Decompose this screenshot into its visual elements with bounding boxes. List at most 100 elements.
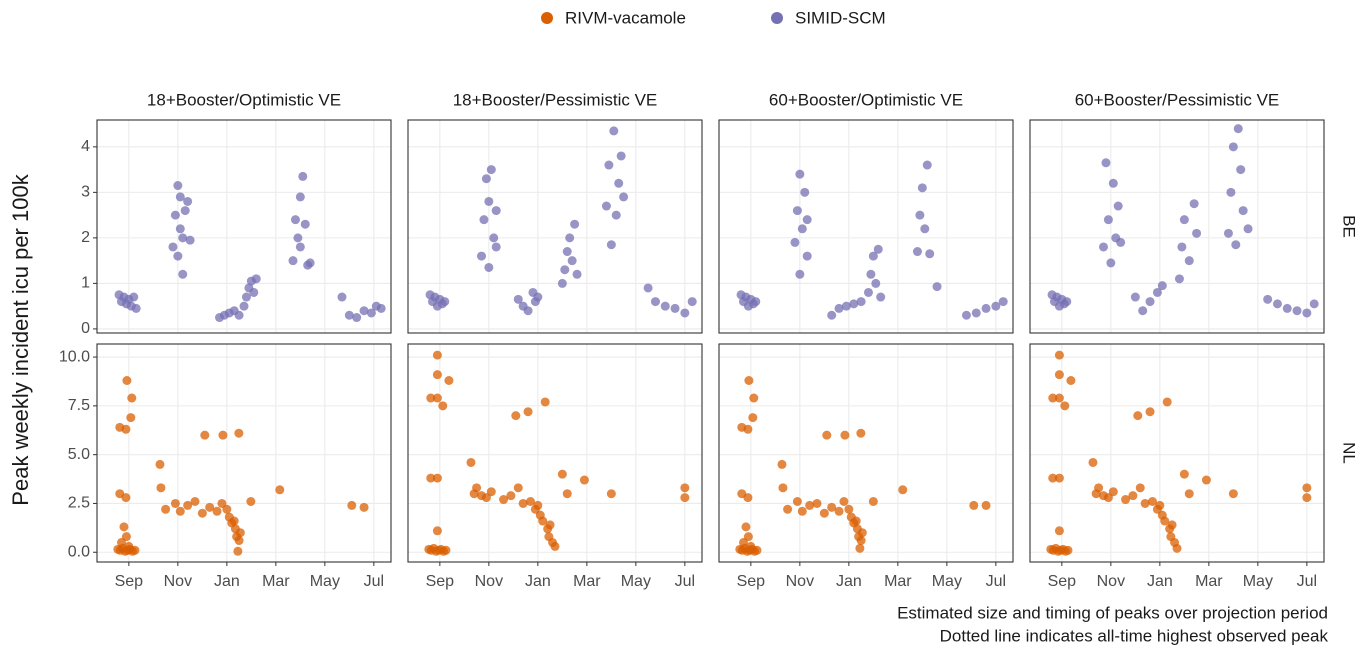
data-point [275, 485, 285, 495]
data-point [486, 487, 496, 497]
data-point [432, 370, 442, 380]
data-point [1155, 500, 1165, 510]
data-point [1106, 258, 1116, 268]
y-tick-label: 0 [81, 320, 90, 337]
data-point [233, 546, 243, 556]
data-point [1099, 242, 1108, 252]
data-point [438, 401, 448, 411]
data-point [124, 541, 134, 551]
data-point [359, 306, 369, 316]
data-point [366, 308, 376, 318]
panel-background [719, 344, 1013, 562]
data-point [513, 294, 523, 304]
data-point [1174, 274, 1184, 284]
data-point [205, 502, 215, 512]
data-point [604, 160, 614, 170]
data-point [1088, 457, 1098, 467]
data-point [827, 310, 837, 320]
data-point [795, 169, 805, 179]
data-point [1101, 158, 1111, 168]
data-point [871, 278, 881, 288]
data-point [444, 375, 454, 385]
data-point [922, 160, 932, 170]
data-point [1192, 228, 1202, 238]
data-point [234, 536, 244, 546]
data-point [481, 174, 491, 184]
data-point [614, 178, 624, 188]
x-tick-label: Nov [475, 573, 503, 590]
legend-label: RIVM-vacamole [565, 8, 686, 27]
x-tick-label: May [1243, 573, 1273, 590]
data-point [606, 489, 616, 499]
x-tick-label: Jul [364, 573, 384, 590]
data-point [131, 303, 141, 313]
data-point [298, 171, 308, 181]
caption: Dotted line indicates all-time highest o… [940, 626, 1329, 645]
x-tick-label: Mar [884, 573, 912, 590]
panel-background [719, 120, 1013, 333]
x-tick-label: Mar [1195, 573, 1223, 590]
data-point [827, 502, 837, 512]
x-tick-label: Sep [115, 573, 144, 590]
data-point [876, 292, 886, 302]
data-point [840, 430, 850, 440]
data-point [290, 215, 300, 225]
y-tick-label: 5.0 [68, 446, 90, 463]
data-point [849, 299, 859, 309]
data-point [856, 536, 866, 546]
facet-label: NL [1340, 442, 1359, 464]
y-tick-label: 7.5 [68, 397, 90, 414]
data-point [491, 206, 501, 216]
data-point [477, 251, 486, 261]
data-point [1148, 496, 1157, 506]
data-point [616, 151, 626, 161]
data-point [175, 192, 185, 202]
data-point [1054, 473, 1064, 483]
data-point [557, 469, 567, 479]
x-tick-label: Nov [1097, 573, 1125, 590]
data-point [572, 269, 582, 279]
data-point [293, 233, 303, 243]
data-point [857, 528, 867, 538]
data-point [222, 504, 232, 514]
panel-background [1030, 344, 1324, 562]
panel-border [407, 119, 703, 334]
data-point [567, 256, 577, 266]
data-point [609, 126, 619, 136]
x-tick-label: Jan [1147, 573, 1173, 590]
data-point [1223, 228, 1233, 238]
data-point [971, 308, 981, 318]
data-point [127, 393, 137, 403]
data-point [687, 297, 697, 307]
data-point [161, 504, 171, 514]
data-point [126, 413, 136, 423]
data-point [743, 493, 753, 503]
data-point [337, 292, 347, 302]
x-tick-label: May [932, 573, 962, 590]
data-point [812, 498, 822, 508]
data-point [246, 496, 256, 506]
data-point [173, 251, 183, 261]
data-point [855, 543, 865, 553]
y-tick-label: 10.0 [59, 348, 90, 365]
y-axis-label: Peak weekly incident icu per 100k [8, 173, 33, 505]
data-point [251, 274, 261, 284]
data-point [912, 247, 922, 257]
x-tick-label: Nov [786, 573, 814, 590]
x-tick-label: Sep [426, 573, 455, 590]
data-point [466, 457, 476, 467]
data-point [344, 310, 354, 320]
data-point [190, 496, 200, 506]
data-point [856, 428, 866, 438]
data-point [1130, 292, 1140, 302]
panel-background [408, 344, 702, 562]
data-point [178, 233, 188, 243]
data-point [1201, 475, 1211, 485]
data-point [183, 500, 193, 510]
data-point [851, 516, 861, 526]
data-point [121, 532, 131, 542]
data-point [1184, 256, 1194, 266]
data-point [533, 500, 543, 510]
data-point [1054, 393, 1064, 403]
y-tick-label: 1 [81, 275, 90, 292]
